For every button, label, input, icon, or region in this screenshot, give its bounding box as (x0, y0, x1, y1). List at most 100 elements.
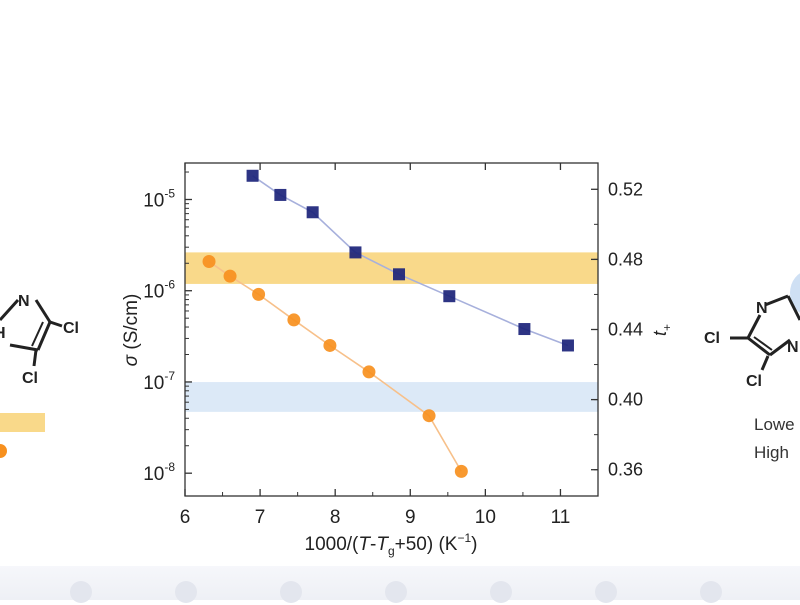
x-tick-label: 6 (180, 507, 191, 528)
y-left-tick-base: 10 (143, 373, 164, 394)
x-label-t: T (358, 534, 371, 555)
right-y-axis-ticks: 0.52 0.48 0.44 0.40 0.36 (591, 179, 643, 480)
conductivity-chart: 6 7 8 9 10 11 10-510-610-710-8 0.520.480.440.… (121, 162, 674, 558)
data-point-square (393, 268, 406, 281)
data-point-circle (252, 287, 266, 301)
y-left-tick-label: 10-8 (143, 460, 175, 485)
y-right-tick-label: 0.52 (608, 179, 643, 199)
y-label-unit: (S/cm) (121, 294, 142, 355)
x-label-tg-sub: g (388, 544, 395, 558)
x-tick-label: 8 (330, 507, 341, 528)
right-cl-label-1: Cl (704, 330, 720, 347)
right-bond-2 (786, 295, 800, 321)
left-bond-3 (36, 321, 52, 351)
right-n-label-2: N (787, 339, 799, 356)
x-label-tg: T (376, 534, 389, 555)
y-left-tick-exponent: -5 (164, 186, 175, 200)
data-point-square (306, 206, 319, 219)
strip-dot (490, 581, 512, 603)
y-right-tick-label: 0.40 (608, 390, 643, 410)
left-yellow-bar (0, 413, 45, 432)
x-tick-label: 9 (405, 507, 416, 528)
highlight-band (185, 252, 598, 284)
x-label-prefix: 1000/( (305, 534, 360, 555)
left-bond-1 (0, 298, 20, 322)
y-right-tick-label: 0.36 (608, 460, 643, 480)
y-left-tick-label: 10-7 (143, 369, 175, 394)
data-point-square (518, 323, 531, 336)
y-left-tick-exponent: -8 (164, 460, 175, 474)
right-cl-label-2: Cl (746, 373, 762, 390)
y-left-tick-base: 10 (143, 464, 164, 485)
strip-dot (700, 581, 722, 603)
strip-dot (175, 581, 197, 603)
data-point-square (561, 339, 574, 352)
data-point-circle (362, 365, 376, 379)
y-left-tick-label: 10-5 (143, 186, 175, 211)
y-left-tick-base: 10 (143, 190, 164, 211)
bottom-strip (0, 566, 800, 603)
left-molecule-fragment: N Cl Cl H (0, 293, 79, 458)
data-point-circle (323, 338, 337, 352)
data-point-square (349, 246, 362, 259)
x-label-close: ) (471, 534, 477, 555)
right-n-label-1: N (756, 300, 768, 317)
left-bond-7 (32, 349, 38, 367)
x-tick-label: 11 (551, 507, 571, 528)
series-markers (202, 169, 574, 478)
data-point-square (274, 188, 287, 201)
right-bond-1 (764, 294, 789, 307)
series-line (208, 260, 463, 472)
x-axis-ticks: 6 7 8 9 10 11 (180, 163, 571, 528)
right-bond-3 (746, 314, 762, 339)
data-point-circle (422, 409, 436, 423)
highlight-bands (185, 252, 598, 412)
y-left-tick-base: 10 (143, 282, 164, 303)
left-bond-4 (31, 321, 44, 347)
right-y-axis-label: t+ (650, 324, 674, 336)
left-bond-2 (34, 299, 52, 323)
y-left-tick-exponent: -7 (164, 369, 175, 383)
x-label-exponent: −1 (457, 531, 471, 545)
y-label-sigma: σ (121, 353, 142, 366)
left-y-axis-label: σ (S/cm) (121, 294, 142, 367)
y-right-tick-label: 0.48 (608, 249, 643, 269)
strip-dot (595, 581, 617, 603)
left-h-label: H (0, 325, 6, 342)
data-point-circle (287, 313, 301, 327)
right-bond-5 (753, 336, 773, 351)
left-cl-label-1: Cl (63, 320, 79, 337)
right-bond-8 (760, 355, 770, 371)
left-bond-6 (49, 320, 63, 328)
data-point-circle (454, 464, 468, 478)
right-bond-4 (747, 336, 771, 357)
data-point-circle (202, 255, 216, 269)
x-label-suffix: +50) (K (395, 534, 458, 555)
left-orange-dot (0, 444, 7, 458)
x-axis-label: 1000/(T-Tg+50) (K−1) (305, 531, 478, 558)
right-caption-line-1: Lowe (754, 415, 795, 434)
series-lines (208, 175, 569, 472)
left-cl-label-2: Cl (22, 370, 38, 387)
t-plus-subscript: + (660, 324, 674, 331)
strip-dot (70, 581, 92, 603)
left-y-axis-ticks: 10-510-610-710-8 (143, 171, 192, 485)
y-left-tick-exponent: -6 (164, 278, 175, 292)
x-label-minus: - (370, 534, 376, 555)
y-left-tick-label: 10-6 (143, 278, 175, 303)
strip-dot (280, 581, 302, 603)
data-point-circle (223, 269, 237, 283)
y-right-tick-label: 0.44 (608, 320, 643, 340)
x-tick-label: 10 (475, 507, 496, 528)
highlight-band (185, 382, 598, 412)
data-point-square (246, 169, 259, 182)
plot-frame (184, 162, 599, 497)
data-point-square (443, 290, 456, 303)
x-tick-label: 7 (255, 507, 266, 528)
t-plus-label: t (650, 330, 670, 336)
right-caption-line-2: High (754, 443, 789, 462)
left-n-label: N (18, 293, 30, 310)
strip-dot (385, 581, 407, 603)
right-molecule-fragment: N N Cl Cl Lowe High (704, 273, 800, 462)
right-bond-6 (769, 338, 791, 357)
